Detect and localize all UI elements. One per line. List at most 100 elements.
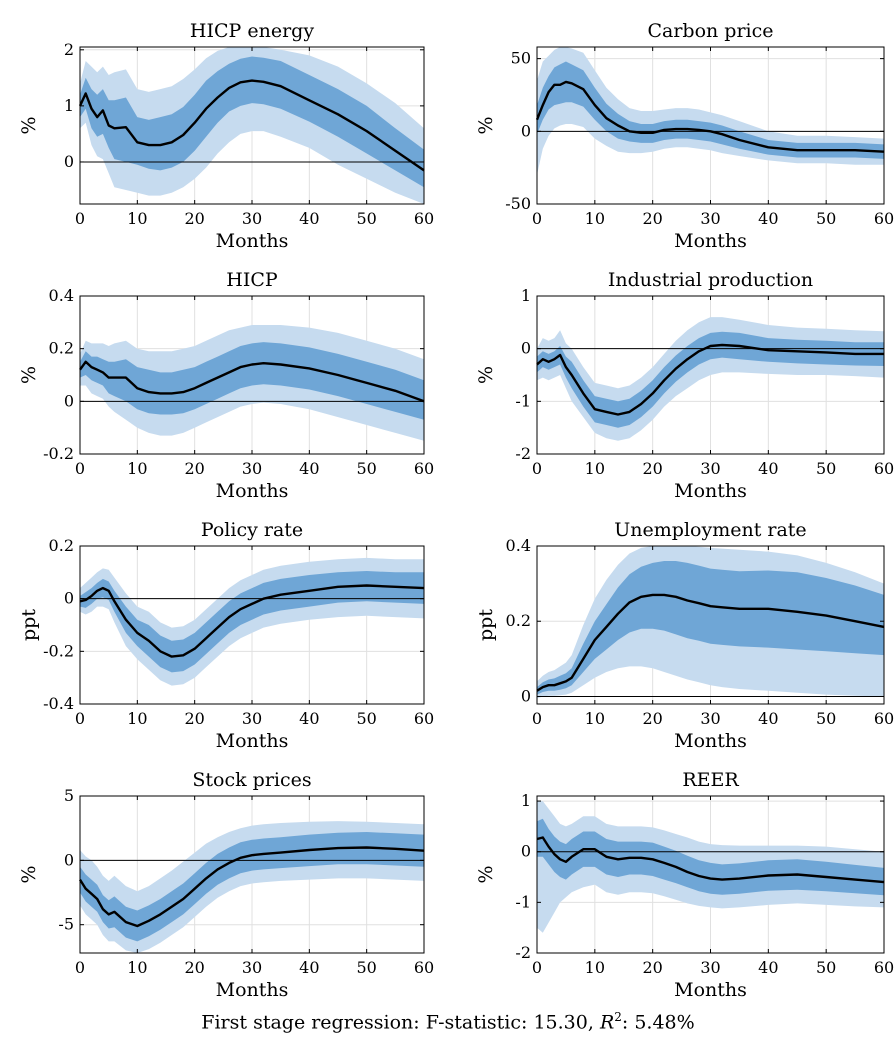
x-tick-label: 50: [816, 459, 836, 478]
y-tick-label: 0.2: [506, 611, 531, 630]
y-axis-label: ppt: [18, 609, 40, 641]
r2-exponent: 2: [614, 1010, 622, 1024]
y-tick-label: 2: [64, 40, 74, 59]
y-tick-label: 0.4: [506, 536, 531, 555]
panel-title: HICP: [226, 269, 278, 291]
y-tick-label: 0: [521, 121, 531, 140]
x-tick-label: 20: [184, 209, 204, 228]
panel-title: Carbon price: [647, 20, 773, 42]
panel-unemployment-rate: 0 10 20 30 40 50 60 0 0.2 0.4 Unemployment rate Mon…: [475, 519, 894, 752]
x-tick-label: 0: [75, 709, 85, 728]
y-axis-label: %: [475, 116, 497, 134]
panel-title: Policy rate: [201, 519, 303, 541]
panel-title: REER: [682, 769, 739, 791]
x-axis-label: Months: [216, 480, 289, 502]
y-axis-label: %: [18, 366, 40, 384]
median-response-line: [536, 343, 884, 416]
x-tick-label: 10: [127, 459, 147, 478]
y-tick-label: 1: [64, 96, 74, 115]
x-tick-label: 10: [585, 958, 605, 977]
x-tick-label: 40: [758, 958, 778, 977]
x-tick-label: 0: [532, 958, 542, 977]
inner-confidence-band: [537, 818, 884, 896]
x-tick-label: 30: [242, 709, 262, 728]
x-tick-label: 10: [585, 209, 605, 228]
x-tick-label: 60: [414, 209, 434, 228]
x-tick-label: 20: [642, 958, 662, 977]
panel-policy-rate: 0 10 20 30 40 50 60 -0.4 -0.2 0 0.2 Policy rate Mont…: [18, 519, 434, 752]
x-tick-label: 30: [242, 459, 262, 478]
x-tick-label: 50: [816, 709, 836, 728]
x-tick-label: 60: [414, 459, 434, 478]
panel-title: Industrial production: [608, 269, 813, 291]
x-tick-label: 0: [532, 209, 542, 228]
y-tick-label: 50: [511, 49, 531, 68]
x-tick-label: 0: [532, 709, 542, 728]
x-tick-label: 20: [184, 459, 204, 478]
y-tick-label: -1: [515, 892, 531, 911]
panel-title: Unemployment rate: [614, 519, 806, 541]
r2-symbol: R: [599, 1011, 615, 1034]
x-axis-label: Months: [216, 230, 289, 252]
x-tick-label: 10: [127, 709, 147, 728]
inner-confidence-band: [537, 61, 884, 159]
x-axis-label: Months: [674, 979, 747, 1001]
x-tick-label: 50: [356, 209, 376, 228]
median-response-line: [79, 360, 425, 403]
x-tick-label: 10: [127, 958, 147, 977]
y-axis-label: %: [18, 116, 40, 134]
y-tick-label: 0: [64, 589, 74, 608]
y-axis-label: ppt: [475, 609, 497, 641]
y-tick-label: 0: [521, 686, 531, 705]
panel-title: HICP energy: [190, 20, 314, 42]
y-axis-label: %: [18, 865, 40, 883]
y-axis-label: %: [475, 865, 497, 883]
x-tick-label: 30: [700, 459, 720, 478]
y-tick-label: 0.2: [49, 536, 74, 555]
x-tick-label: 20: [184, 958, 204, 977]
x-tick-label: 0: [75, 958, 85, 977]
y-tick-label: 0: [64, 391, 74, 410]
x-tick-label: 0: [75, 459, 85, 478]
x-tick-label: 50: [816, 209, 836, 228]
y-tick-label: -2: [515, 943, 531, 962]
x-tick-label: 60: [414, 709, 434, 728]
y-tick-label: 1: [521, 286, 531, 305]
x-axis-label: Months: [674, 730, 747, 752]
x-tick-label: 50: [356, 958, 376, 977]
panel-stock-prices: 0 10 20 30 40 50 60 -5 0 5 Stock prices Months%: [18, 769, 434, 1001]
x-tick-label: 0: [532, 459, 542, 478]
x-tick-label: 30: [242, 958, 262, 977]
y-tick-label: -0.2: [43, 641, 74, 660]
footnote-prefix: First stage regression: F-statistic: 15.…: [201, 1011, 600, 1034]
inner-confidence-band: [80, 571, 424, 673]
x-tick-label: 40: [299, 459, 319, 478]
x-tick-label: 20: [642, 709, 662, 728]
x-tick-label: 40: [758, 709, 778, 728]
y-tick-label: -2: [515, 444, 531, 463]
x-tick-label: 20: [184, 709, 204, 728]
y-tick-label: -50: [505, 194, 531, 213]
x-tick-label: 30: [700, 209, 720, 228]
x-tick-label: 10: [127, 209, 147, 228]
x-tick-label: 20: [642, 209, 662, 228]
x-tick-label: 0: [75, 209, 85, 228]
first-stage-footnote: First stage regression: F-statistic: 15.…: [0, 1010, 896, 1033]
x-axis-label: Months: [216, 730, 289, 752]
y-tick-label: -0.4: [43, 694, 74, 713]
y-tick-label: -0.2: [43, 444, 74, 463]
x-tick-label: 10: [585, 459, 605, 478]
y-tick-label: -5: [58, 915, 74, 934]
x-tick-label: 30: [242, 209, 262, 228]
inner-confidence-band: [80, 56, 424, 188]
panel-title: Stock prices: [192, 769, 311, 791]
median-response-line: [536, 836, 885, 884]
x-tick-label: 40: [299, 958, 319, 977]
y-tick-label: -1: [515, 391, 531, 410]
panel-hicp-energy: 0 10 20 30 40 50 60 0 1 2 HICP energy Months%: [18, 20, 434, 252]
x-axis-label: Months: [216, 979, 289, 1001]
x-tick-label: 40: [299, 709, 319, 728]
x-tick-label: 10: [585, 709, 605, 728]
